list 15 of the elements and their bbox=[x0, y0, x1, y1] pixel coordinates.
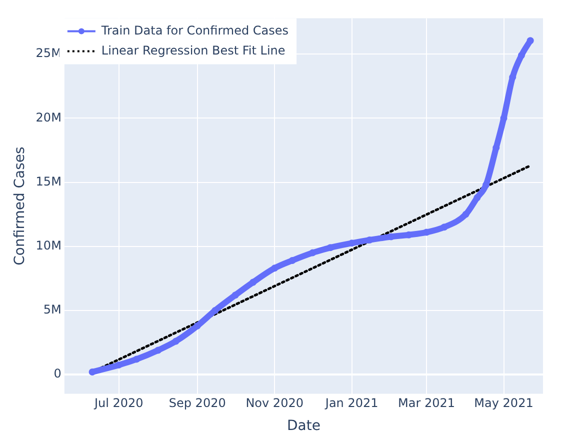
y-tick-label: 0 bbox=[54, 366, 62, 381]
legend-label: Train Data for Confirmed Cases bbox=[100, 23, 289, 38]
legend-label: Linear Regression Best Fit Line bbox=[101, 43, 286, 58]
x-tick-label: Nov 2020 bbox=[246, 396, 304, 410]
x-tick-label: Jul 2020 bbox=[93, 396, 144, 410]
x-tick-label: Mar 2021 bbox=[398, 396, 456, 410]
x-tick-label: Sep 2020 bbox=[168, 396, 226, 410]
y-tick-label: 15M bbox=[36, 174, 62, 188]
x-tick-label: Jan 2021 bbox=[324, 396, 378, 410]
y-tick-label: 5M bbox=[43, 302, 62, 317]
y-tick-label: 10M bbox=[36, 238, 62, 253]
x-tick-label: May 2021 bbox=[474, 396, 534, 410]
x-axis-title: Date bbox=[286, 418, 320, 434]
y-axis-title: Confirmed Cases bbox=[12, 146, 28, 266]
y-tick-label: 20M bbox=[36, 110, 62, 124]
